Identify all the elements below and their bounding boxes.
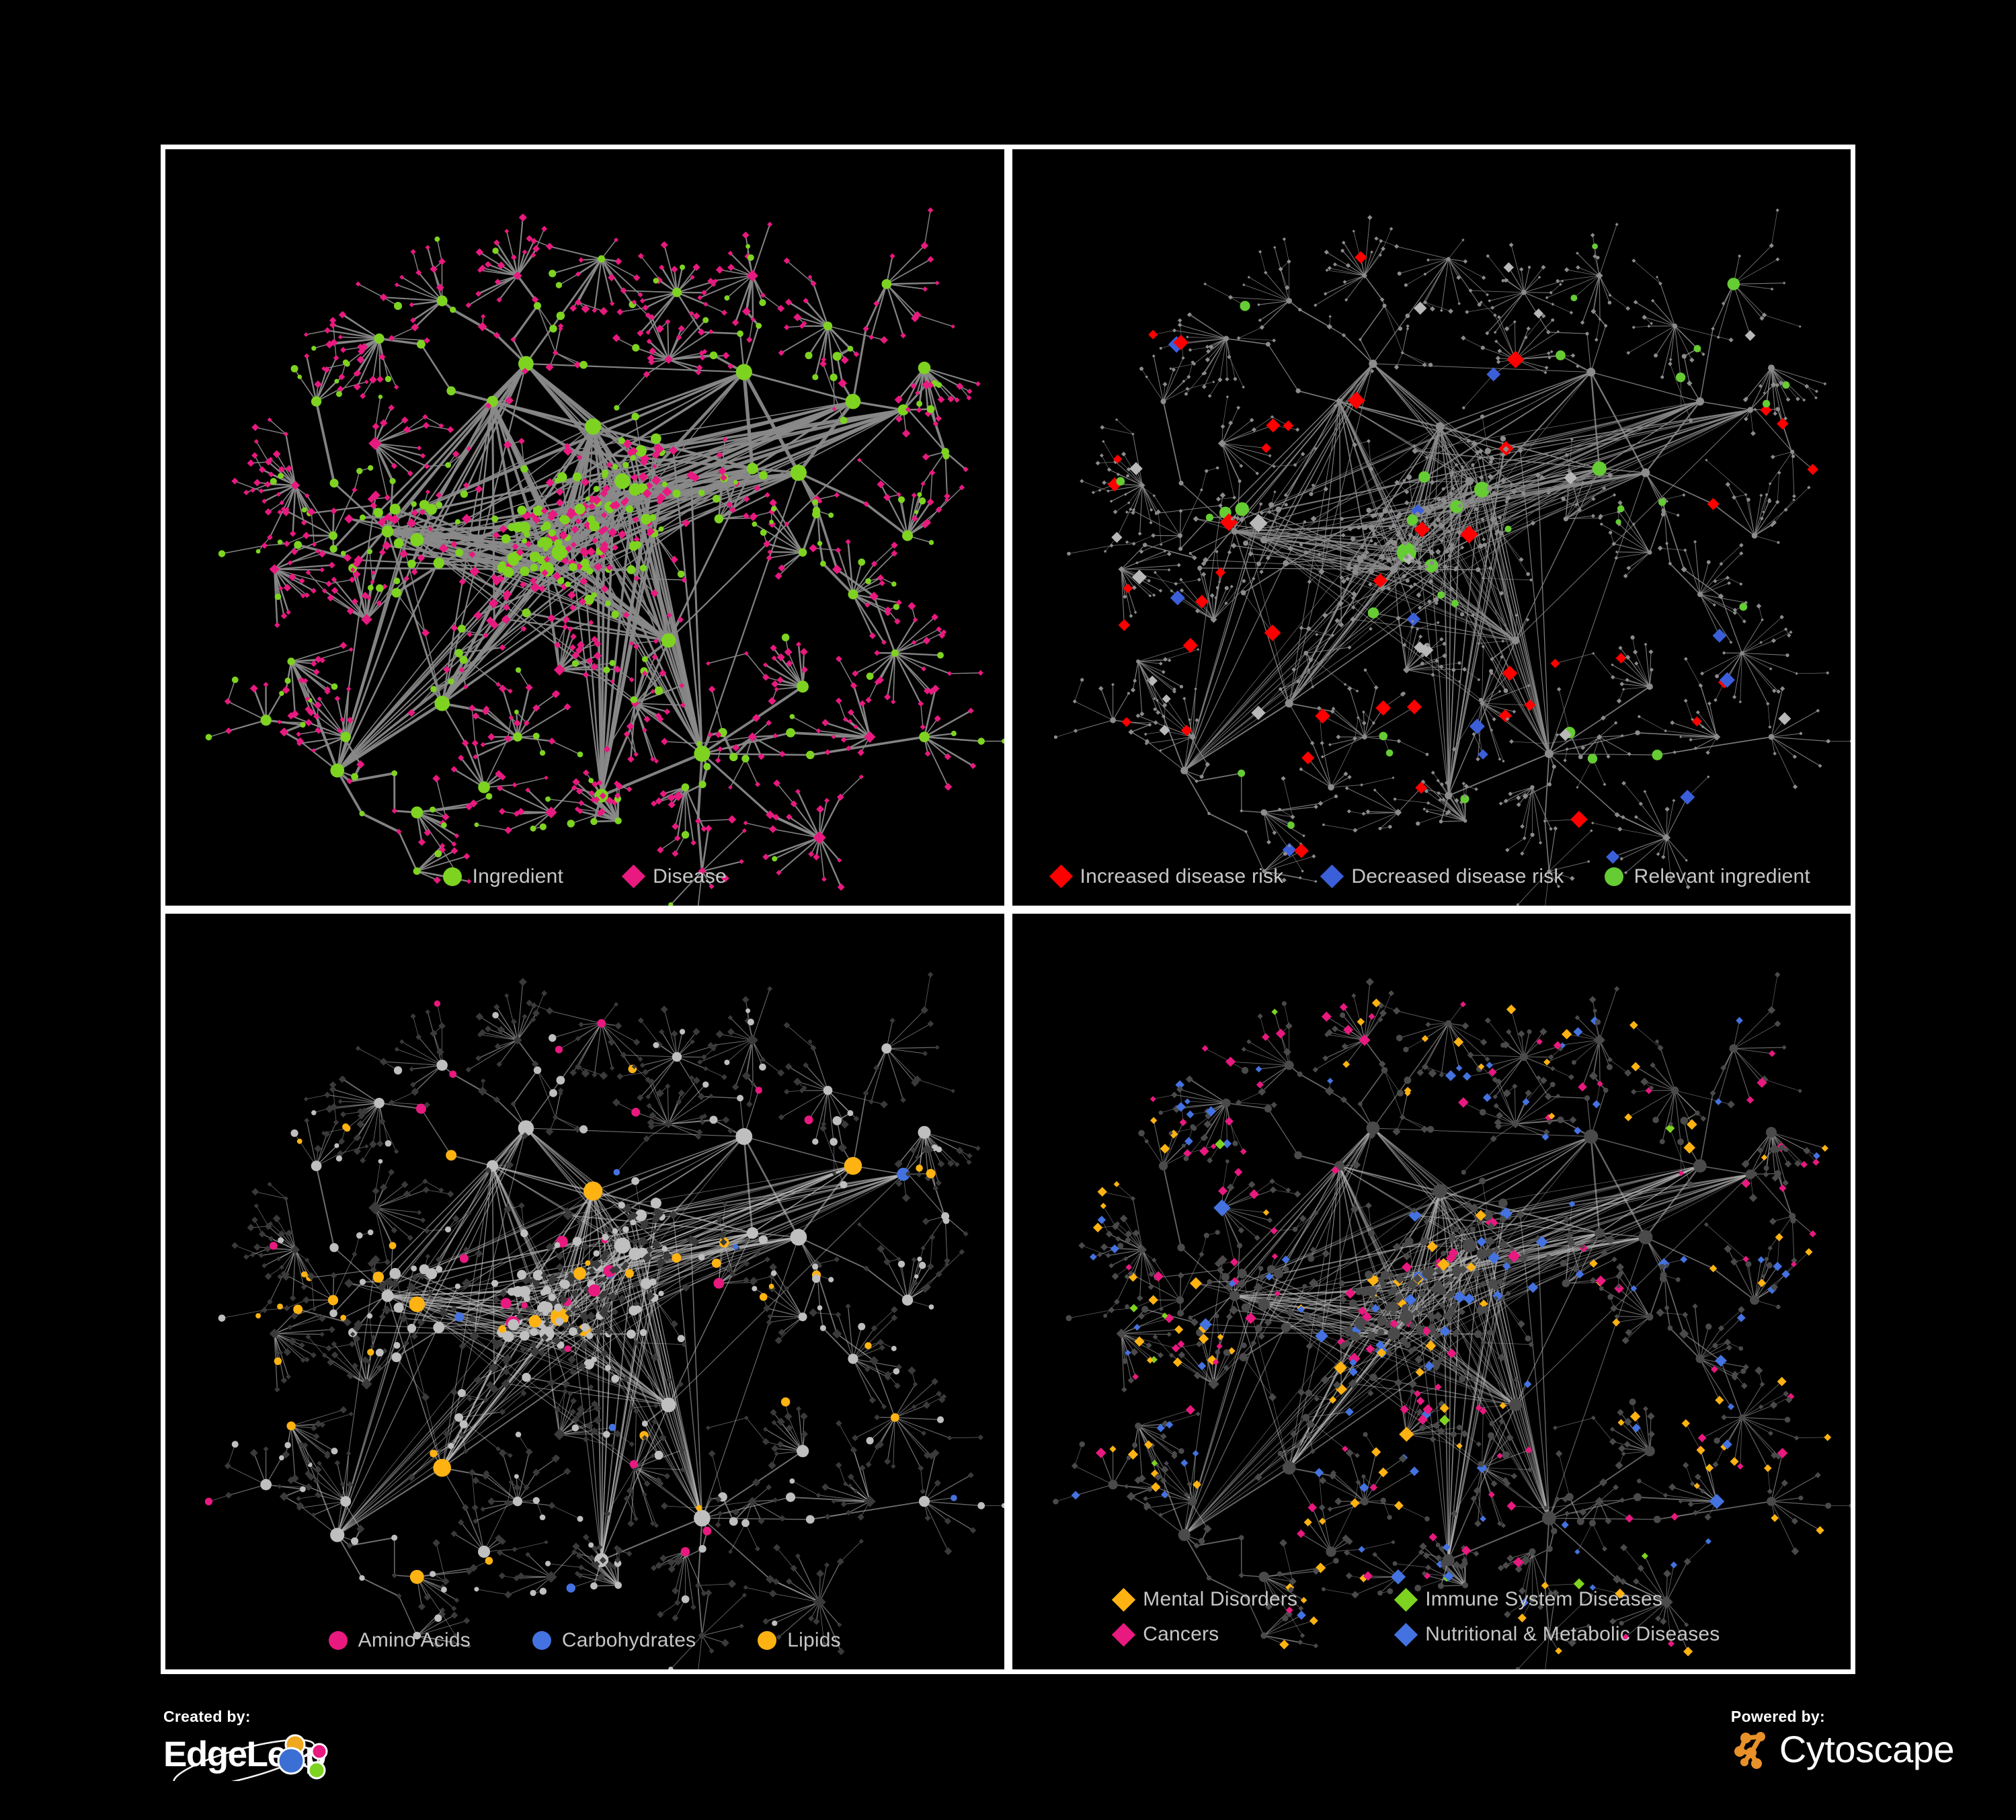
- panel-ingredient-disease[interactable]: Ingredient Disease: [165, 149, 1004, 906]
- legend-label: Cancers: [1143, 1623, 1219, 1645]
- legend-item-increased-risk: Increased disease risk: [1049, 864, 1284, 889]
- network-canvas-4[interactable]: [1012, 914, 1851, 1669]
- diamond-icon: [621, 864, 646, 889]
- circle-icon: [442, 867, 462, 886]
- legend-item-disease: Disease: [621, 864, 727, 889]
- panel-disease-classes[interactable]: Mental Disorders Immune System Diseases …: [1012, 913, 1851, 1669]
- circle-icon: [328, 1631, 348, 1650]
- legend-label: Mental Disorders: [1143, 1588, 1298, 1610]
- legend-panel-2: Increased disease risk Decreased disease…: [1012, 864, 1851, 889]
- legend-label: Disease: [653, 865, 727, 887]
- network-graph-ingredient-classes: [204, 971, 1004, 1669]
- panel-grid: Ingredient Disease Increased diseas: [161, 145, 1855, 1674]
- legend-panel-1: Ingredient Disease: [165, 864, 1004, 889]
- legend-item-nutritional-metabolic-diseases: Nutritional & Metabolic Diseases: [1394, 1617, 1720, 1652]
- powered-by-kicker: Powered by:: [1730, 1708, 1825, 1725]
- network-graph-disease-risk: [1053, 208, 1851, 906]
- network-canvas-3[interactable]: [165, 914, 1004, 1669]
- legend-panel-3: Amino Acids Carbohydrates Lipids: [165, 1629, 1004, 1652]
- network-graph-disease-classes: [1052, 971, 1851, 1669]
- legend-item-ingredient: Ingredient: [442, 865, 564, 888]
- cytoscape-wordmark: Cytoscape: [1779, 1728, 1955, 1770]
- edgeleap-network-logo: EdgeLeap: [163, 1734, 328, 1781]
- legend-item-amino-acids: Amino Acids: [328, 1629, 471, 1652]
- branding-created-by: Created by: EdgeLeap: [163, 1708, 358, 1781]
- legend-item-immune-system-diseases: Immune System Diseases: [1394, 1582, 1680, 1617]
- created-by-kicker: Created by:: [163, 1708, 251, 1725]
- legend-item-carbohydrates: Carbohydrates: [532, 1629, 696, 1652]
- legend-label: Immune System Diseases: [1425, 1588, 1663, 1610]
- panel-disease-risk[interactable]: Increased disease risk Decreased disease…: [1012, 149, 1851, 906]
- legend-item-decreased-risk: Decreased disease risk: [1320, 864, 1564, 889]
- circle-icon: [532, 1631, 551, 1650]
- legend-panel-4: Mental Disorders Immune System Diseases …: [1012, 1582, 1851, 1652]
- circle-icon: [758, 1631, 777, 1650]
- legend-label: Decreased disease risk: [1351, 865, 1564, 887]
- diamond-icon: [1394, 1587, 1418, 1612]
- diamond-icon: [1320, 864, 1344, 889]
- legend-label: Amino Acids: [358, 1629, 471, 1651]
- panel-ingredient-classes[interactable]: Amino Acids Carbohydrates Lipids: [165, 913, 1004, 1669]
- legend-item-cancers: Cancers: [1112, 1617, 1398, 1652]
- network-canvas-2[interactable]: [1012, 149, 1851, 906]
- legend-item-relevant-ingredient: Relevant ingredient: [1604, 865, 1810, 888]
- circle-icon: [1604, 867, 1623, 886]
- legend-item-mental-disorders: Mental Disorders: [1112, 1582, 1398, 1617]
- legend-item-lipids: Lipids: [758, 1629, 841, 1652]
- network-canvas-1[interactable]: [165, 149, 1004, 906]
- network-graph-ingredient-disease: [205, 207, 1004, 906]
- diamond-icon: [1112, 1622, 1136, 1647]
- legend-label: Carbohydrates: [561, 1629, 696, 1651]
- cytoscape-network-logo: [1734, 1732, 1765, 1769]
- legend-label: Relevant ingredient: [1634, 865, 1810, 887]
- branding-powered-by: Powered by: Cytoscape: [1730, 1708, 1955, 1770]
- diamond-icon: [1112, 1587, 1136, 1612]
- diamond-icon: [1394, 1622, 1418, 1647]
- legend-label: Nutritional & Metabolic Diseases: [1425, 1623, 1720, 1645]
- legend-label: Ingredient: [472, 865, 564, 887]
- legend-label: Lipids: [787, 1629, 841, 1651]
- legend-label: Increased disease risk: [1080, 865, 1284, 887]
- diamond-icon: [1049, 864, 1073, 889]
